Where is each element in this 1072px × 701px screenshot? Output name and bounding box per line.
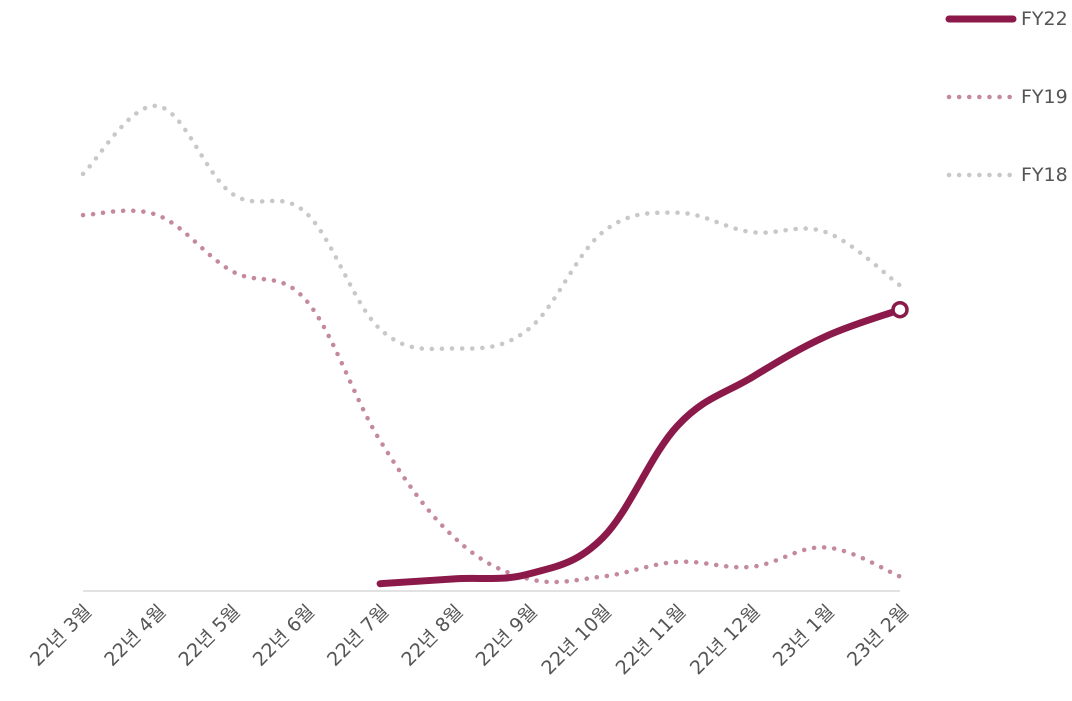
legend-item-fy18[interactable]: FY18 — [946, 164, 1068, 186]
x-tick-label: 22년 10월 — [537, 601, 616, 680]
x-tick-label: 23년 2월 — [843, 601, 913, 671]
legend-label: FY18 — [1021, 164, 1068, 186]
x-tick-label: 22년 4월 — [100, 601, 170, 671]
series-line-fy18 — [80, 103, 903, 352]
x-tick-label: 22년 8월 — [397, 601, 467, 671]
x-tick-label: 23년 1월 — [769, 601, 839, 671]
x-tick-label: 22년 5월 — [175, 601, 245, 671]
series-end-marker-fy22 — [891, 300, 909, 319]
x-tick-label: 22년 3월 — [26, 601, 96, 671]
x-tick-label: 22년 7월 — [323, 601, 393, 671]
legend-label: FY19 — [1021, 86, 1068, 108]
x-tick-label: 22년 9월 — [472, 601, 542, 671]
series-layer — [80, 103, 909, 588]
x-tick-labels: 22년 3월 22년 4월 22년 5월 22년 6월 22년 7월 22년 8월 22년 … — [26, 601, 913, 680]
x-tick-label: 22년 12월 — [686, 601, 765, 680]
legend: FY22 FY19 FY18 — [945, 8, 1068, 186]
series-line-fy19 — [80, 208, 903, 585]
legend-item-fy19[interactable]: FY19 — [946, 86, 1068, 108]
legend-label: FY22 — [1021, 8, 1068, 30]
legend-item-fy22[interactable]: FY22 — [945, 8, 1068, 30]
x-tick-label: 22년 11월 — [612, 601, 691, 680]
x-tick-label: 22년 6월 — [249, 601, 319, 671]
series-line-fy22 — [376, 306, 904, 588]
